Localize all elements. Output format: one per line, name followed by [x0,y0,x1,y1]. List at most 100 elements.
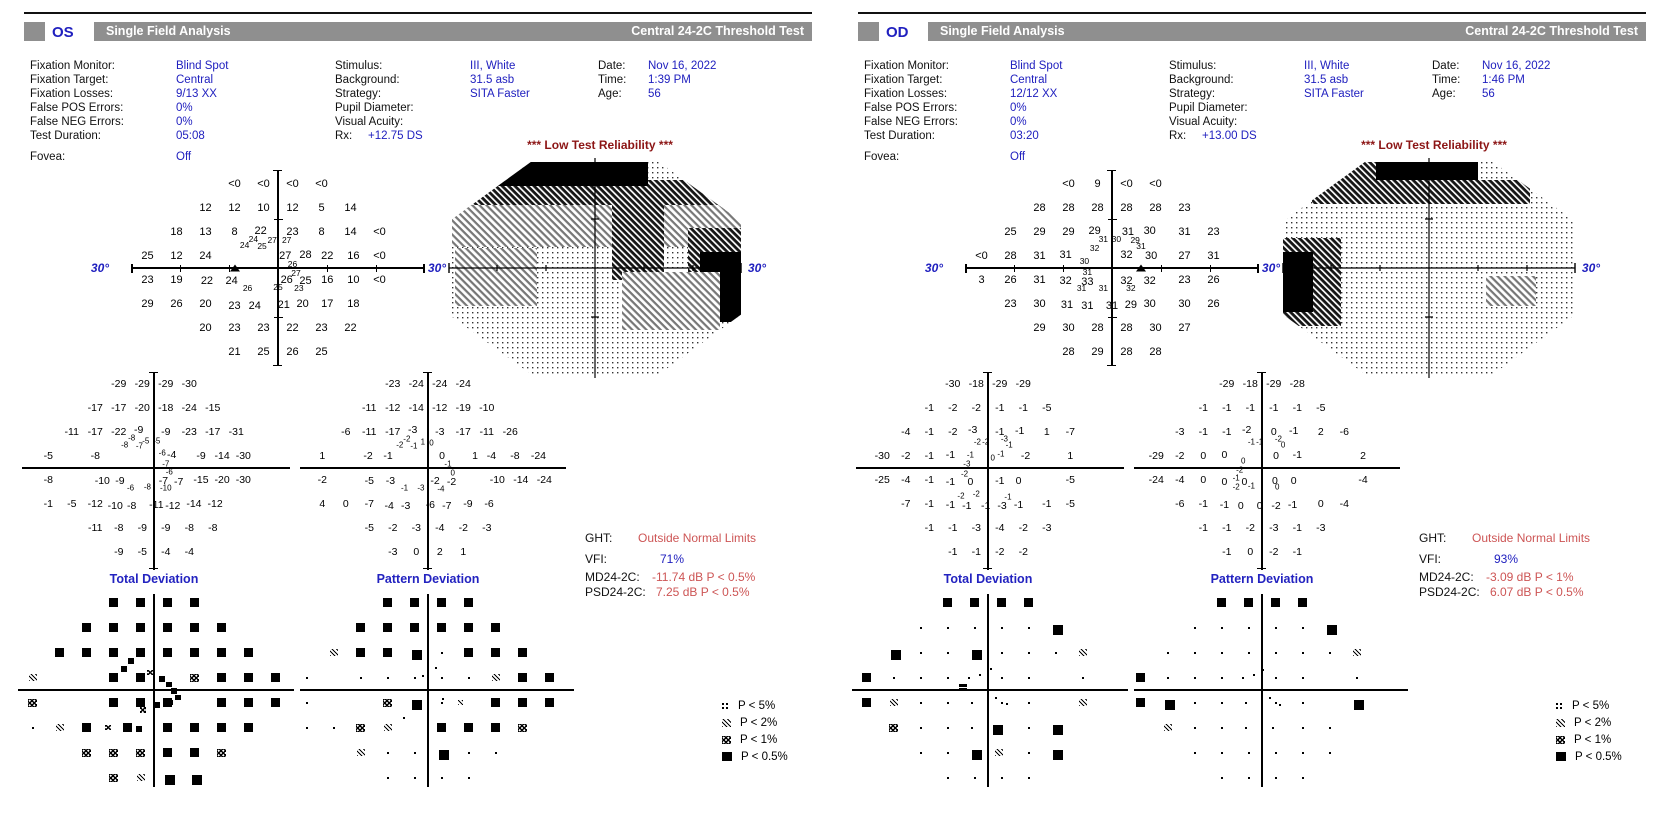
probability-cell [1052,749,1059,756]
probability-cell [1328,726,1331,729]
probability-cell [1193,676,1196,679]
probability-cell [1027,651,1030,654]
param-label: False POS Errors: [30,102,124,114]
value-cell: -9 [161,522,171,534]
value-cell: 28 [1149,202,1162,214]
value-cell: -11 [362,402,377,414]
value-cell: -11 [149,499,164,512]
param-value: 56 [648,88,661,100]
param-label: Fixation Losses: [30,88,114,100]
legend-label: P < 2% [1574,717,1612,729]
value-cell: -29 [992,378,1008,390]
value-cell: -10 [107,499,123,512]
value-cell: -3 [997,500,1007,513]
probability-cell [244,673,253,682]
value-cell: -1 [1289,424,1299,437]
value-cell: 25 [273,282,283,293]
value-cell: <0 [315,178,328,190]
value-cell: -1 [1018,402,1028,414]
psd-label: PSD24-2C: [1419,585,1480,599]
probability-cell [993,724,1000,731]
probability-cell [356,623,365,632]
value-cell: -18 [1242,378,1258,390]
axis-line [1108,219,1117,221]
value-cell: 31 [1098,234,1109,245]
probability-cell [997,598,1006,607]
value-cell: 5 [318,202,325,214]
report-title: Single Field Analysis [106,24,231,38]
value-cell: -9 [114,546,124,558]
value-cell: -6 [165,467,173,477]
value-cell: 25 [299,275,312,288]
axes [18,170,574,787]
value-cell: -1 [1222,402,1232,414]
value-cell: 12 [286,202,299,214]
probability-cell [943,598,952,607]
pd-probability-map [305,598,554,779]
probability-cell [491,723,500,732]
axis-line [427,594,429,787]
probability-cell [159,675,166,682]
probability-cell [411,699,418,706]
value-cell: -17 [87,426,103,438]
value-cell: -1 [444,459,452,469]
value-cell: -3 [411,522,421,534]
value-cell: -24 [455,378,471,390]
value-cell: 29 [1033,226,1046,238]
value-cell: 30 [1111,234,1122,245]
vfi-label: VFI: [585,552,608,566]
param-value: 05:08 [176,130,205,142]
value-cell: 30 [1143,298,1156,310]
value-cell: -29 [1015,378,1031,390]
axis-line [376,265,378,272]
value-cell: 1 [1043,426,1050,438]
axis-line [300,467,566,469]
axis-line [273,170,282,172]
param-label: Pupil Diameter: [1169,102,1248,114]
value-cell: -9 [115,475,125,488]
probability-cell [109,673,118,682]
value-cell: -11 [362,426,377,438]
value-cell: -4 [901,426,911,438]
value-cell: -7 [174,475,184,488]
value-cell: -3 [1269,522,1279,534]
probability-cell [1136,673,1145,682]
p05-symbol-icon [1556,752,1566,762]
value-cell: 31 [1060,299,1074,312]
param-label: Visual Acuity: [1169,116,1238,128]
value-cell: 28 [1033,202,1046,214]
probability-cell [437,723,446,732]
value-cell: -1 [980,500,991,513]
value-cell: -9 [161,426,171,438]
value-cell: 30 [1033,298,1046,310]
value-cell: -24 [536,474,552,486]
axis-line [22,467,290,469]
param-label: Age: [598,88,622,100]
probability-cell [163,723,172,732]
probability-cell [1247,776,1250,779]
probability-cell [890,649,897,656]
value-cell: 3 [978,274,985,286]
p2-symbol-icon [1556,718,1565,727]
value-cell: 0 [429,438,434,448]
value-cell: 29 [1130,235,1140,246]
value-cell: -2 [1242,423,1252,436]
value-cell: 1 [420,437,426,447]
value-cell: 10 [347,274,360,286]
value-cell: 14 [344,202,357,214]
value-cell: -24 [432,378,448,390]
value-cell: 28 [1062,202,1075,214]
param-label: Test Duration: [864,130,935,142]
legend-item: P < 2% [722,717,832,734]
value-cell: -29 [158,378,174,390]
probability-cell [1271,726,1274,729]
axis-line [983,568,992,570]
value-cell: -5 [153,436,161,446]
legend-item: P < 2% [1556,717,1666,734]
probability-cell [440,651,443,654]
axis-line [1107,170,1116,172]
value-cell: 12 [170,250,183,262]
probability-cell [1078,649,1087,656]
value-cell: -2 [1274,434,1282,444]
axis-line [1134,467,1400,469]
